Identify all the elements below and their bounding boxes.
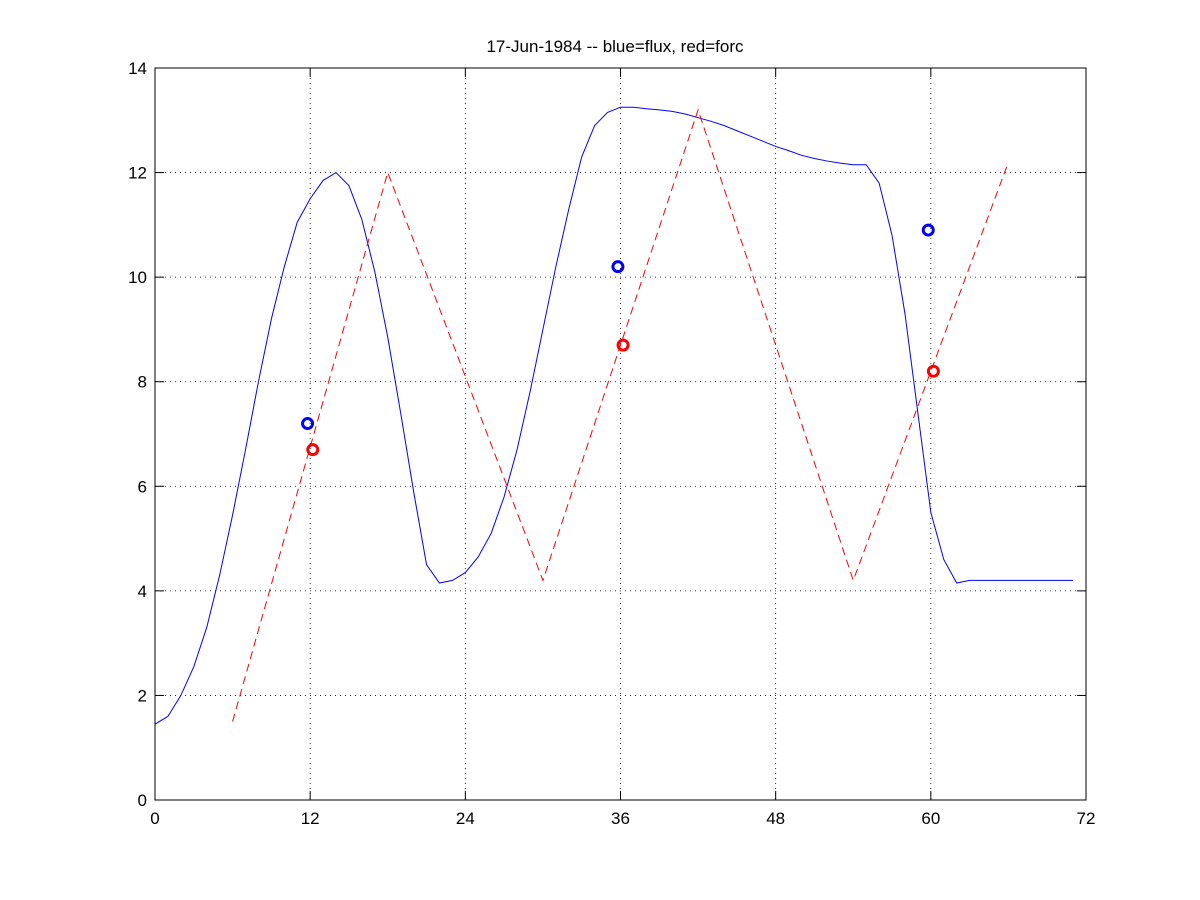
data-point-marker — [616, 338, 630, 352]
data-point-marker — [301, 417, 315, 431]
marker-group — [301, 223, 940, 457]
data-point-marker — [611, 260, 625, 274]
y-tick-label: 14 — [128, 59, 147, 78]
y-tick-label: 10 — [128, 268, 147, 287]
x-tick-label: 48 — [766, 809, 785, 828]
y-tick-label: 8 — [138, 373, 147, 392]
series-line-2 — [232, 108, 1009, 722]
y-tick-label: 6 — [138, 477, 147, 496]
x-tick-label: 24 — [456, 809, 475, 828]
data-point-marker — [306, 443, 320, 457]
data-point-marker — [921, 223, 935, 237]
x-tick-label: 36 — [611, 809, 630, 828]
series-line-1 — [154, 106, 1074, 725]
chart-title: 17-Jun-1984 -- blue=flux, red=forc — [486, 37, 744, 56]
y-tick-label: 12 — [128, 164, 147, 183]
x-tick-label: 0 — [150, 809, 159, 828]
data-point-marker — [926, 364, 940, 378]
y-tick-label: 4 — [138, 582, 147, 601]
grid-lines — [155, 68, 1086, 800]
series-group — [154, 106, 1074, 725]
y-tick-label: 0 — [138, 791, 147, 810]
x-tick-label: 72 — [1077, 809, 1096, 828]
x-tick-label: 60 — [921, 809, 940, 828]
x-tick-label: 12 — [301, 809, 320, 828]
y-tick-label: 2 — [138, 686, 147, 705]
